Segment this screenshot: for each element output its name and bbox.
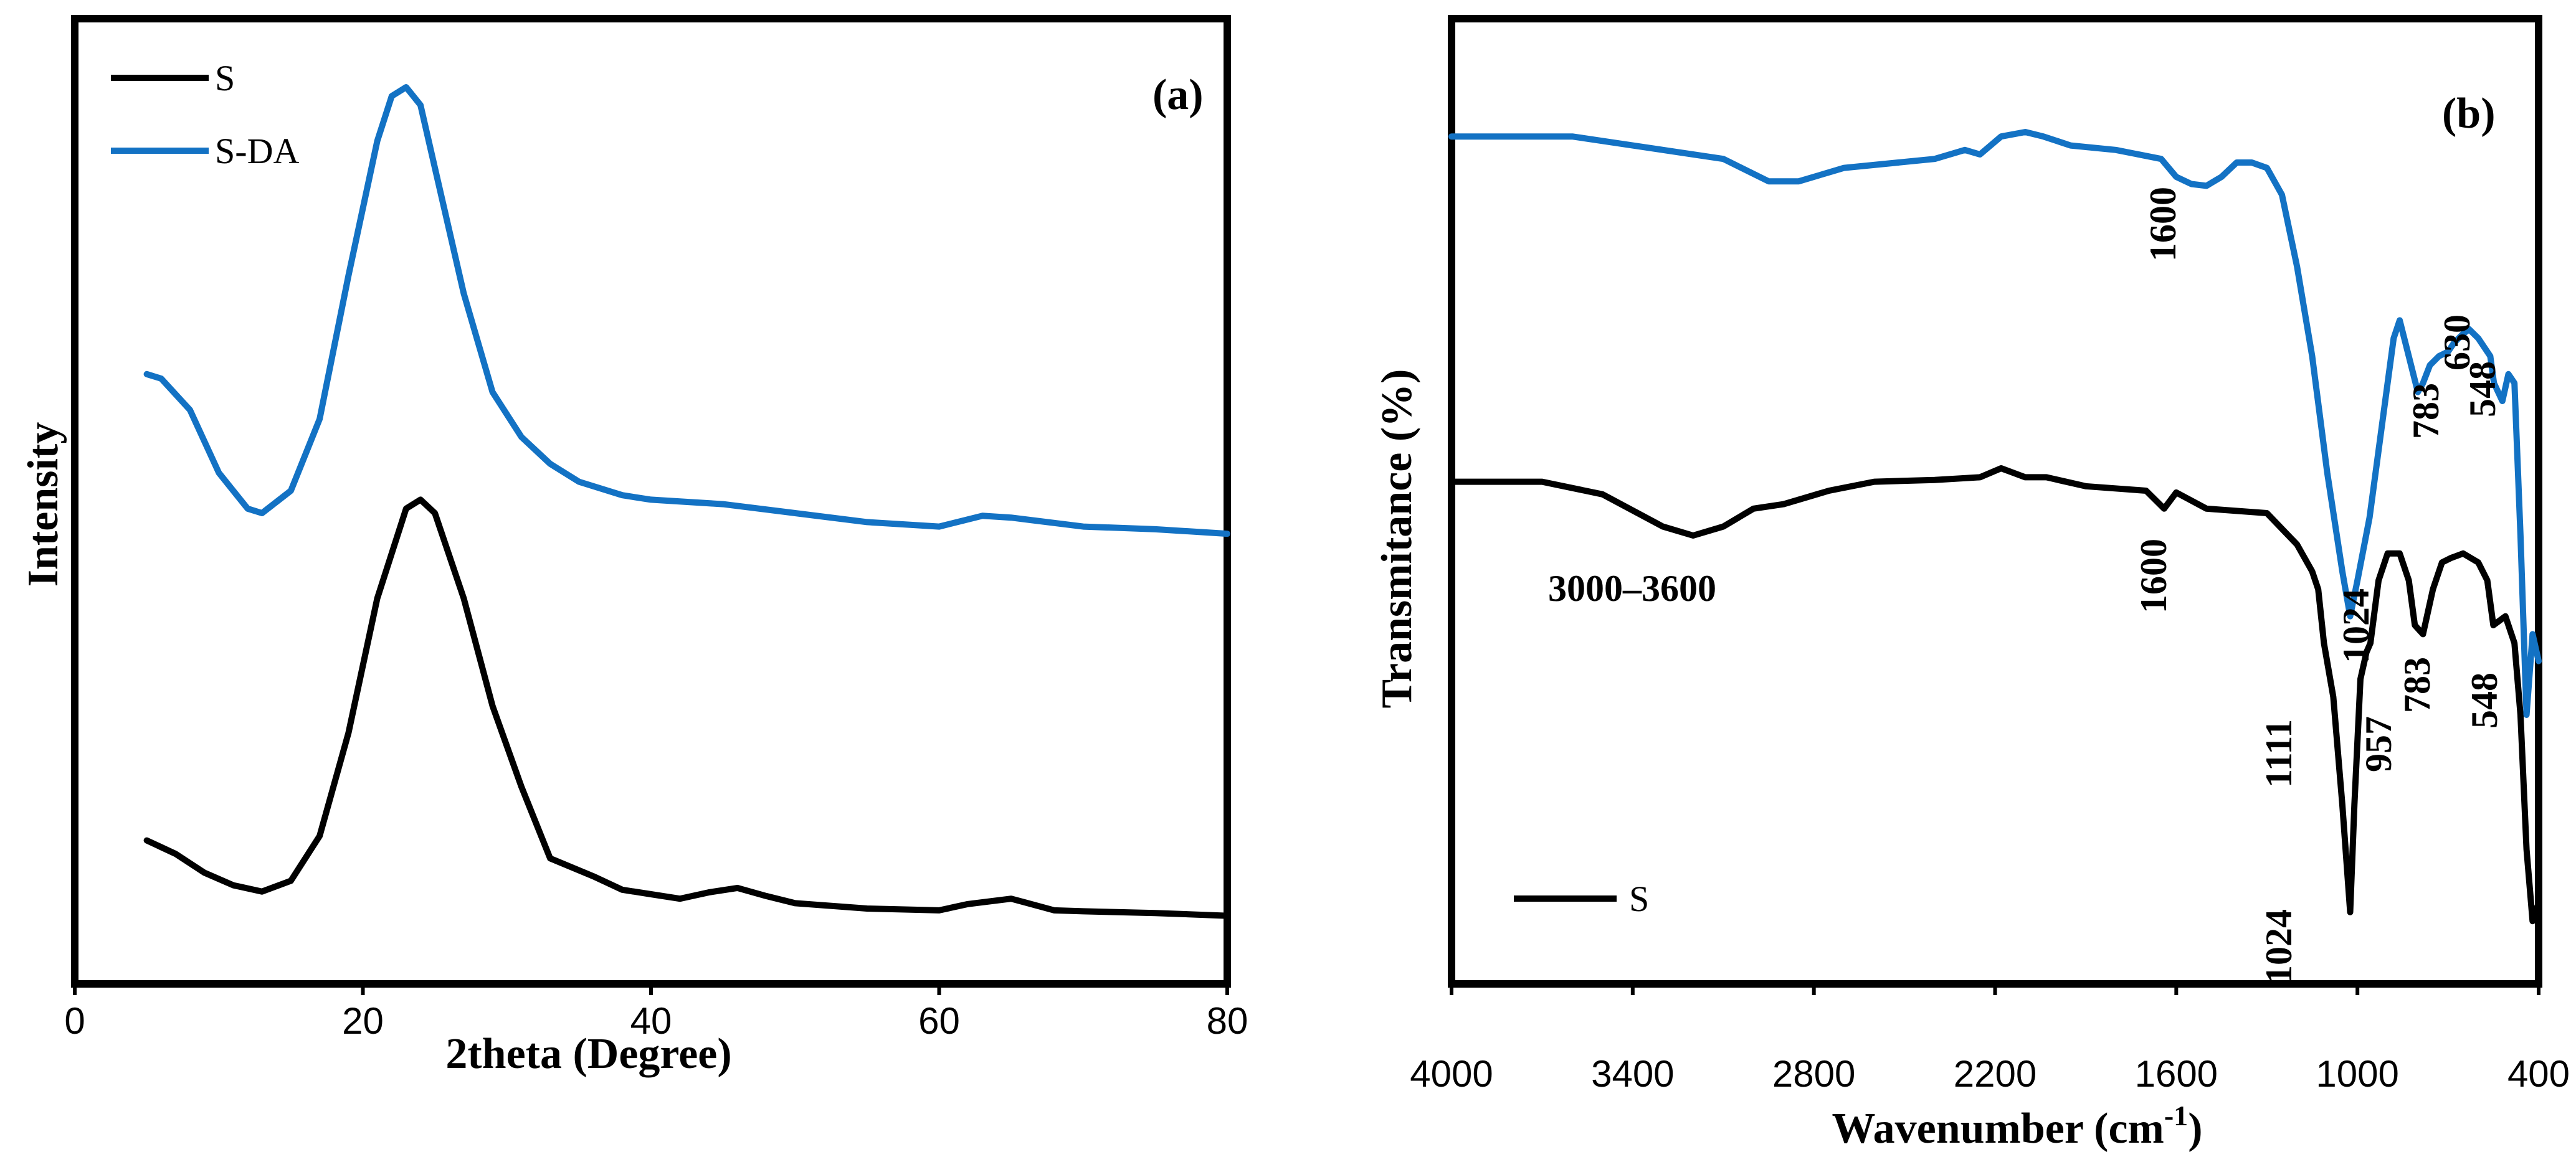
panel-b-label: (b) <box>2442 90 2496 138</box>
panel-a-y-axis-label: Intensity <box>19 422 67 587</box>
annotation-sda-630: 630 <box>2436 314 2478 371</box>
annotation-s-1024: 1024 <box>2258 909 2299 984</box>
annotation-sda-1024: 1024 <box>2336 588 2377 663</box>
x-tick-label-a-40: 40 <box>630 1000 672 1042</box>
x-tick-label-a-80: 80 <box>1207 1000 1248 1042</box>
x-tick-label-b-3400: 3400 <box>1591 1053 1674 1095</box>
series-line-a-s <box>143 496 1230 919</box>
annotation-s-783: 783 <box>2397 657 2438 713</box>
x-tick-label-b-1000: 1000 <box>2316 1053 2398 1095</box>
annotation-s-3000-3600: 3000–3600 <box>1548 568 1716 609</box>
x-label-close: ) <box>2188 1105 2202 1153</box>
x-tick-label-a-60: 60 <box>918 1000 960 1042</box>
panel-b-legend: S <box>1514 879 1649 919</box>
series-line-a-s-da <box>143 84 1230 537</box>
legend-label-s: S <box>215 58 235 98</box>
panel-a-legend: S S-DA <box>111 58 299 171</box>
series-line-b-s-da <box>1448 129 2542 718</box>
panel-a: 0 20 40 60 80 (a) 2theta (Degree) Intensity … <box>19 15 1248 1078</box>
x-tick-label-b-1600: 1600 <box>2135 1053 2218 1095</box>
x-label-main: Wavenumber (cm <box>1832 1105 2164 1153</box>
panel-b-x-axis-label: Wavenumber (cm-1) <box>1832 1100 2202 1153</box>
annotation-s-548: 548 <box>2464 673 2505 729</box>
series-line-b-s <box>1448 465 2542 925</box>
x-tick-label-a-0: 0 <box>64 1000 85 1042</box>
x-tick-label-b-4000: 4000 <box>1410 1053 1493 1095</box>
panel-a-x-ticks: 0 20 40 60 80 <box>64 984 1248 1042</box>
annotation-s-1111: 1111 <box>2258 719 2299 788</box>
panel-a-series <box>143 84 1230 919</box>
annotation-sda-548: 548 <box>2462 361 2503 417</box>
x-tick-label-b-2200: 2200 <box>1954 1053 2037 1095</box>
panel-b-series <box>1448 129 2542 925</box>
annotation-s-957: 957 <box>2358 716 2399 772</box>
annotation-sda-1600: 1600 <box>2142 187 2184 262</box>
legend-label-s-da: S-DA <box>215 131 299 171</box>
panel-a-x-axis-label: 2theta (Degree) <box>445 1030 731 1078</box>
x-tick-label-a-20: 20 <box>342 1000 384 1042</box>
x-tick-label-b-2800: 2800 <box>1772 1053 1855 1095</box>
panel-b-x-ticks: 4000 3400 2800 2200 1600 1000 400 <box>1410 984 2570 1095</box>
legend-label-s-b: S <box>1629 879 1649 919</box>
annotation-sda-783: 783 <box>2405 383 2446 439</box>
x-label-superscript: -1 <box>2164 1100 2188 1131</box>
x-tick-label-b-400: 400 <box>2507 1053 2570 1095</box>
panel-b: 4000 3400 2800 2200 1600 1000 400 (b) Wavenumb… <box>1373 15 2570 1153</box>
annotation-s-1600: 1600 <box>2133 539 2174 613</box>
panel-b-y-axis-label: Transmitance (%) <box>1373 369 1421 709</box>
panel-a-label: (a) <box>1153 71 1204 119</box>
